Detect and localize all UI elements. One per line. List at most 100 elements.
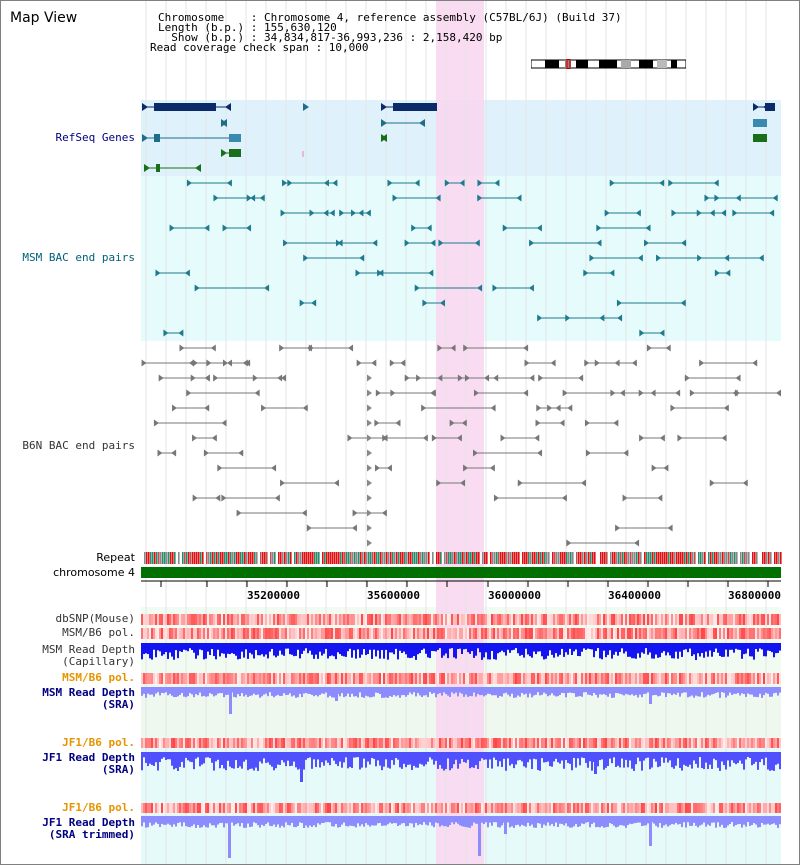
msm-depth-sra-bar: [363, 687, 365, 698]
track-label-msm-b6-pol-sra[interactable]: MSM/B6 pol.: [62, 671, 135, 684]
repeat-block: [174, 552, 176, 564]
dbsnp-heat: [479, 614, 481, 625]
msm-pol-heat: [389, 628, 391, 639]
msm-pol-sra-heat: [161, 673, 163, 684]
jf1-pol-trim-heat: [317, 803, 319, 813]
jf1-pol-heat: [693, 738, 695, 748]
repeat-block: [694, 552, 696, 564]
msm-depth-sra-bar: [481, 687, 483, 696]
jf1-depth-sra-bar: [439, 752, 441, 766]
msm-pol-heat: [697, 628, 699, 639]
track-label-msm-depth-capillary[interactable]: MSM Read Depth: [42, 643, 135, 656]
jf1-depth-sra-bar: [391, 752, 393, 761]
msm-depth-sra-bar: [483, 687, 485, 697]
gene-arrow: [381, 119, 387, 127]
msm-pol-heat: [567, 628, 569, 639]
msm-pol-sra-heat: [651, 673, 653, 684]
msm-pol-sra-heat: [455, 673, 457, 684]
jf1-depth-sra-bar: [583, 752, 585, 759]
repeat-block: [696, 552, 698, 564]
jf1-depth-trim-bar: [247, 816, 249, 824]
jf1-pol-trim-heat: [593, 803, 595, 813]
dbsnp-heat: [279, 614, 281, 625]
jf1-pol-trim-heat: [315, 803, 317, 813]
msm-bac-pair-end: [537, 314, 543, 322]
msm-depth-sra-bar: [457, 687, 459, 697]
b6n-bac-pair-end: [639, 434, 645, 442]
msm-depth-sra-bar: [435, 687, 437, 698]
jf1-pol-heat: [527, 738, 529, 748]
msm-depth-capillary-bar: [455, 643, 457, 659]
jf1-depth-trim-bar: [439, 816, 441, 827]
msm-depth-sra-bar: [329, 687, 331, 696]
b6n-bac-pair-end: [271, 464, 277, 472]
jf1-depth-trim-bar-spike: [228, 816, 231, 858]
jf1-depth-sra-bar: [261, 752, 263, 764]
msm-depth-sra-bar: [555, 687, 557, 697]
repeat-block: [258, 552, 260, 564]
track-label-dbsnp[interactable]: dbSNP(Mouse): [55, 612, 135, 625]
jf1-depth-sra-bar: [733, 752, 735, 763]
msm-pol-heat: [635, 628, 637, 639]
track-label-jf1-b6-pol-trimmed[interactable]: JF1/B6 pol.: [62, 801, 135, 814]
chromosome-ideogram[interactable]: [530, 54, 687, 70]
jf1-depth-trim-bar: [585, 816, 587, 823]
msm-pol-heat: [405, 628, 407, 639]
msm-pol-heat: [421, 628, 423, 639]
repeat-block: [392, 552, 394, 564]
track-label-refseq[interactable]: RefSeq Genes: [55, 131, 135, 144]
msm-pol-heat: [397, 628, 399, 639]
msm-depth-capillary-bar: [483, 643, 485, 658]
jf1-pol-heat: [215, 738, 217, 748]
jf1-depth-sra-bar: [683, 752, 685, 765]
msm-depth-capillary-bar: [585, 643, 587, 650]
jf1-depth-trim-bar: [619, 816, 621, 826]
b6n-bac-pair-end: [529, 374, 535, 382]
msm-pol-heat: [723, 628, 725, 639]
msm-depth-sra-bar: [227, 687, 229, 695]
track-label-msm-bac[interactable]: MSM BAC end pairs: [22, 251, 135, 264]
repeat-block: [520, 552, 522, 564]
jf1-pol-heat: [707, 738, 709, 748]
msm-depth-capillary-bar: [231, 643, 233, 654]
track-label-b6n-bac[interactable]: B6N BAC end pairs: [22, 439, 135, 452]
dbsnp-heat: [691, 614, 693, 625]
track-label-msm-depth-sra[interactable]: MSM Read Depth: [42, 686, 135, 699]
msm-depth-capillary-bar: [419, 643, 421, 654]
track-label-msm-b6-pol[interactable]: MSM/B6 pol.: [62, 626, 135, 639]
track-label-jf1-depth-trimmed[interactable]: JF1 Read Depth: [42, 816, 135, 829]
dbsnp-heat: [603, 614, 605, 625]
msm-depth-sra-bar: [383, 687, 385, 698]
jf1-pol-trim-heat: [191, 803, 193, 813]
msm-pol-sra-heat: [261, 673, 263, 684]
msm-pol-sra-heat: [609, 673, 611, 684]
jf1-depth-sra-bar: [411, 752, 413, 770]
track-label-jf1-depth-sra[interactable]: JF1 Read Depth: [42, 751, 135, 764]
jf1-pol-heat: [609, 738, 611, 748]
msm-pol-heat: [289, 628, 291, 639]
msm-pol-heat: [687, 628, 689, 639]
dbsnp-heat: [591, 614, 593, 625]
jf1-pol-heat: [235, 738, 237, 748]
dbsnp-heat: [491, 614, 493, 625]
repeat-block: [618, 552, 620, 564]
jf1-depth-trim-bar: [761, 816, 763, 823]
jf1-pol-trim-heat: [615, 803, 617, 813]
jf1-depth-sra-bar: [457, 752, 459, 769]
track-label-repeat[interactable]: Repeat: [96, 551, 135, 564]
jf1-depth-sra-bar: [775, 752, 777, 765]
track-label-jf1-b6-pol[interactable]: JF1/B6 pol.: [62, 736, 135, 749]
msm-depth-capillary-bar: [635, 643, 637, 659]
jf1-depth-sra-bar: [289, 752, 291, 767]
jf1-pol-heat: [603, 738, 605, 748]
jf1-pol-trim-heat: [657, 803, 659, 813]
repeat-block: [268, 552, 270, 564]
msm-pol-heat: [163, 628, 165, 639]
jf1-pol-trim-heat: [501, 803, 503, 813]
msm-depth-capillary-bar: [757, 643, 759, 652]
msm-depth-sra-bar: [721, 687, 723, 693]
jf1-depth-sra-bar: [507, 752, 509, 759]
jf1-pol-heat: [355, 738, 357, 748]
jf1-pol-heat: [365, 738, 367, 748]
msm-depth-capillary-bar: [161, 643, 163, 656]
